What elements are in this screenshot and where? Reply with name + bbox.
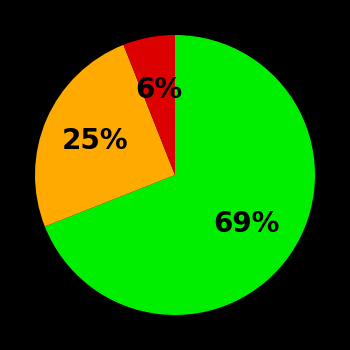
Wedge shape xyxy=(35,45,175,226)
Text: 6%: 6% xyxy=(135,76,182,104)
Wedge shape xyxy=(124,35,175,175)
Text: 25%: 25% xyxy=(62,127,129,155)
Wedge shape xyxy=(45,35,315,315)
Text: 69%: 69% xyxy=(214,210,280,238)
